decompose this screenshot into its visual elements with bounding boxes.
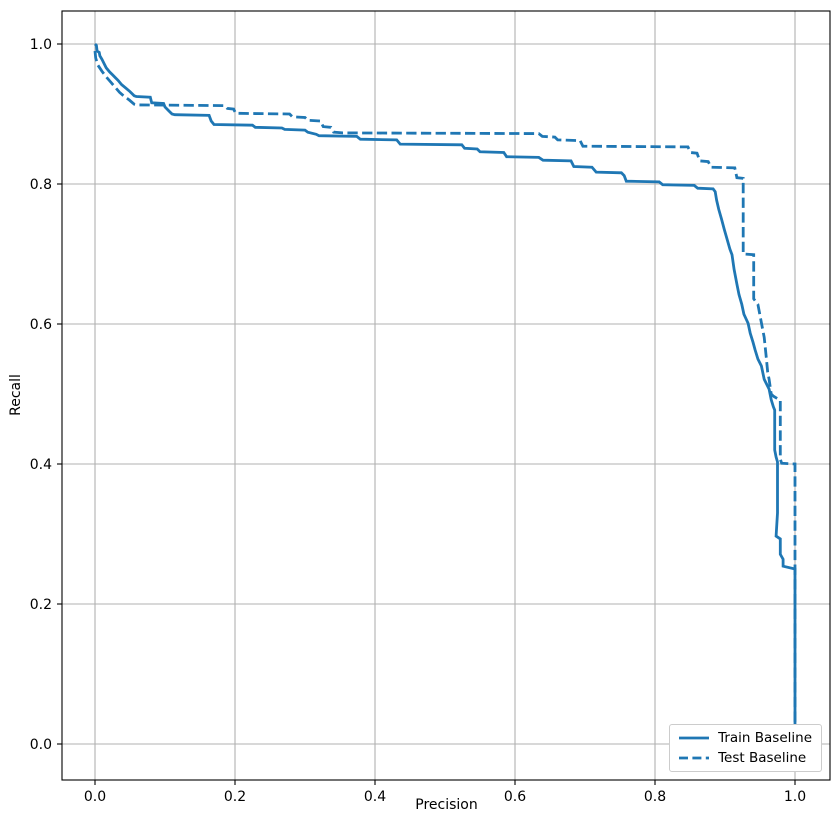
y-tick-label: 0.2 [30, 597, 52, 613]
x-tick-label: 1.0 [784, 789, 806, 805]
x-tick-label: 0.2 [224, 789, 246, 805]
dashed-line-icon [679, 756, 710, 760]
y-tick-label: 1.0 [30, 37, 52, 53]
x-tick-label: 0.8 [644, 789, 666, 805]
legend-item-test-baseline: Test Baseline [678, 750, 812, 766]
legend: Train Baseline Test Baseline [669, 724, 822, 772]
x-tick-label: 0.4 [364, 789, 386, 805]
x-axis-label: Precision [415, 797, 478, 813]
y-tick-label: 0.8 [30, 177, 52, 193]
y-tick-label: 0.0 [30, 737, 52, 753]
legend-label-test-baseline: Test Baseline [718, 750, 807, 766]
solid-line-icon [679, 736, 710, 740]
train-baseline-line [94, 43, 797, 728]
y-tick-label: 0.6 [30, 317, 52, 333]
legend-item-train-baseline: Train Baseline [678, 730, 812, 746]
legend-label-train-baseline: Train Baseline [718, 730, 812, 746]
x-tick-label: 0.0 [84, 789, 106, 805]
y-axis-label: Recall [8, 374, 24, 416]
axes-frame [61, 10, 831, 781]
y-tick-label: 0.4 [30, 457, 52, 473]
x-tick-label: 0.6 [504, 789, 526, 805]
test-baseline-line [93, 50, 797, 723]
